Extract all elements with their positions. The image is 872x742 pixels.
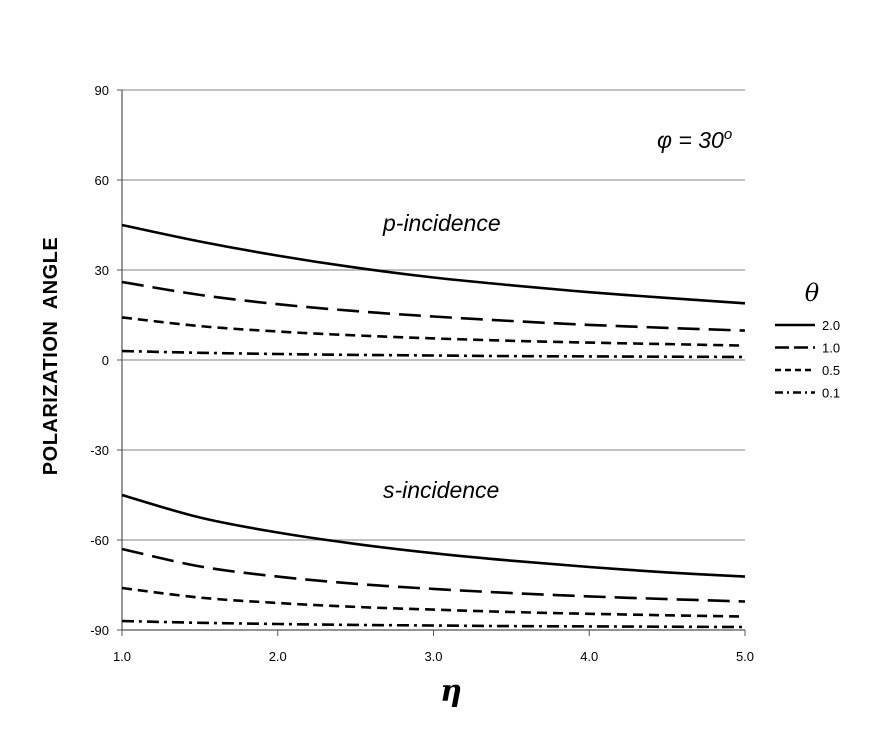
x-tick-label-3: 4.0 — [580, 649, 598, 664]
phi-annotation-superscript: o — [724, 126, 732, 143]
legend-label-2: 0.5 — [822, 363, 840, 378]
y-tick-label-3: 0 — [102, 353, 109, 368]
y-tick-label-6: -90 — [90, 623, 109, 638]
series-line-s-theta-1-0 — [121, 547, 746, 603]
legend-title: θ — [805, 279, 820, 307]
gridlines — [122, 89, 745, 541]
y-tick-label-2: 30 — [95, 263, 109, 278]
y-tick-label-5: -60 — [90, 533, 109, 548]
x-tick-label-4: 5.0 — [736, 649, 754, 664]
s-incidence-label: s-incidence — [383, 477, 499, 503]
series-line-p-theta-0-1 — [121, 349, 746, 359]
x-tick-label-0: 1.0 — [113, 649, 131, 664]
legend-label-0: 2.0 — [822, 318, 840, 333]
p-incidence-label: p-incidence — [382, 210, 501, 236]
series-line-p-theta-1-0 — [121, 280, 746, 332]
series-line-s-theta-0-5 — [121, 586, 746, 618]
series-line-s-theta-0-1 — [121, 619, 746, 629]
series-line-s-theta-2-0 — [121, 493, 746, 578]
legend: θ 2.0 1.0 0.5 0.1 — [775, 279, 840, 401]
y-tick-label-1: 60 — [95, 173, 109, 188]
axes: 90 60 30 0 -30 -60 -90 1.0 2.0 3.0 4.0 5.0 — [90, 83, 754, 664]
phi-annotation: φ = 30o — [657, 126, 732, 153]
x-axis-title: η — [440, 674, 462, 709]
y-tick-label-0: 90 — [95, 83, 109, 98]
legend-label-3: 0.1 — [822, 386, 840, 401]
series-lines — [121, 223, 746, 629]
phi-annotation-text: φ = 30 — [657, 127, 724, 153]
series-line-p-theta-0-5 — [121, 316, 746, 347]
series-line-p-theta-2-0 — [121, 223, 746, 305]
x-tick-label-2: 3.0 — [424, 649, 442, 664]
y-axis-title: POLARIZATION ANGLE — [40, 237, 62, 475]
legend-label-1: 1.0 — [822, 341, 840, 356]
x-tick-label-1: 2.0 — [269, 649, 287, 664]
y-tick-label-4: -30 — [90, 443, 109, 458]
